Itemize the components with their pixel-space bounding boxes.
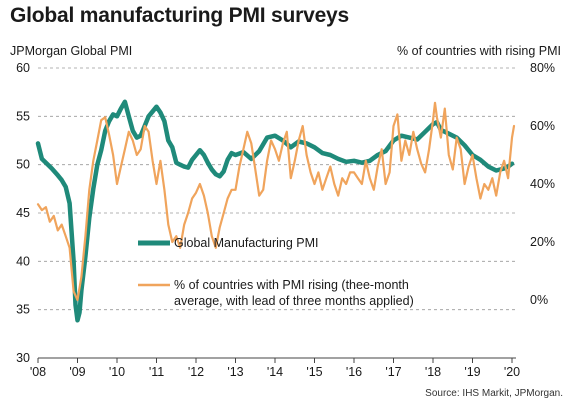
x-tick-label: '19	[464, 365, 480, 379]
left-tick-label: 30	[16, 351, 30, 365]
x-tick-label: '18	[425, 365, 441, 379]
series-layer	[35, 99, 516, 323]
x-tick-label: '16	[346, 365, 362, 379]
left-axis-label: JPMorgan Global PMI	[10, 44, 133, 58]
left-tick-label: 45	[16, 206, 30, 220]
left-tick-label: 55	[16, 109, 30, 123]
legend-label-pmi: Global Manufacturing PMI	[174, 236, 319, 250]
x-tick-label: '11	[149, 365, 164, 379]
legend: Global Manufacturing PMI % of countries …	[138, 236, 414, 308]
right-tick-label: 40%	[530, 177, 555, 191]
x-tick-label: '15	[306, 365, 322, 379]
x-tick-label: '10	[109, 365, 125, 379]
x-tick-label: '12	[188, 365, 204, 379]
left-tick-label: 35	[16, 303, 30, 317]
right-tick-label: 20%	[530, 235, 555, 249]
right-axis-label: % of countries with rising PMI	[397, 44, 561, 58]
x-tick-label: '08	[30, 365, 46, 379]
source-note: Source: IHS Markit, JPMorgan.	[425, 388, 563, 399]
left-tick-label: 40	[16, 254, 30, 268]
left-axis-ticks: 30 35 40 45 50 55 60	[16, 61, 30, 365]
x-tick-label: '09	[69, 365, 85, 379]
series-line-rising	[36, 101, 516, 302]
right-axis-ticks: 0% 20% 40% 60% 80%	[530, 61, 555, 307]
left-tick-label: 50	[16, 158, 30, 172]
left-tick-label: 60	[16, 61, 30, 75]
legend-label-rising-line2: average, with lead of three months appli…	[174, 294, 414, 308]
x-tick-label: '17	[385, 365, 401, 379]
legend-label-rising-line1: % of countries with PMI rising (thee-mon…	[174, 278, 409, 292]
right-tick-label: 60%	[530, 119, 555, 133]
chart-title: Global manufacturing PMI surveys	[10, 4, 350, 27]
x-axis-ticks: '08 '09 '10 '11 '12 '13 '14 '15 '16 '17 '18 '19 '20	[30, 358, 520, 379]
series-line-pmi	[35, 99, 515, 323]
right-tick-label: 0%	[530, 293, 548, 307]
x-tick-label: '20	[504, 365, 520, 379]
right-tick-label: 80%	[530, 61, 555, 75]
x-tick-label: '14	[267, 365, 283, 379]
x-tick-label: '13	[227, 365, 243, 379]
legend-label-rising: % of countries with PMI rising (thee-mon…	[174, 278, 414, 308]
